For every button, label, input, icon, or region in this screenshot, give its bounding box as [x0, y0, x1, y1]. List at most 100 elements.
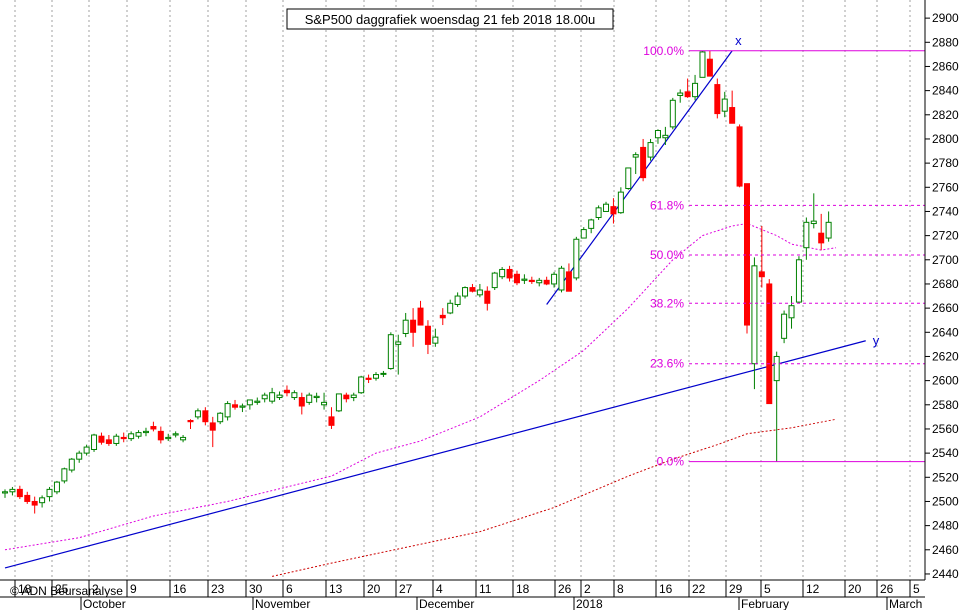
y-tick-label-13: 2700: [932, 253, 959, 267]
y-tick-label-9: 2620: [932, 349, 959, 363]
candle-body-43: [321, 401, 328, 406]
axes: 2440246024802500252025402560258026002620…: [0, 0, 959, 611]
candle-body-69: [513, 273, 520, 284]
candle-body-42: [313, 395, 320, 399]
candle-body-26: [194, 410, 201, 418]
candle-body-1: [9, 488, 16, 493]
candle-body-35: [261, 394, 268, 400]
y-tick-label-12: 2680: [932, 277, 959, 291]
candle-body-90: [669, 99, 676, 128]
candle-body-6: [46, 488, 53, 498]
trendline-label-y: y: [873, 333, 880, 348]
candle-body-78: [580, 229, 587, 239]
candle-body-52: [387, 334, 394, 370]
candle-body-82: [610, 206, 617, 215]
candle-body-20: [150, 426, 157, 430]
candle-body-13: [98, 435, 105, 443]
candle-body-110: [818, 232, 825, 244]
candle-body-40: [298, 397, 305, 407]
candle-body-99: [736, 126, 743, 187]
candle-body-105: [781, 313, 788, 339]
fibonacci-levels: 100.0% 61.8% 50.0% 38.2% 23.6% 0.0%: [643, 44, 925, 469]
moving-average-short: [4, 222, 837, 551]
candle-body-64: [476, 289, 483, 296]
chart-title: S&P500 daggrafiek woensdag 21 feb 2018 1…: [305, 12, 596, 27]
x-day-label-0: 18: [18, 582, 32, 596]
candle-body-7: [53, 481, 60, 493]
candle-body-4: [31, 500, 38, 506]
candle-body-101: [751, 265, 758, 365]
y-tick-label-16: 2760: [932, 180, 959, 194]
candle-body-102: [758, 271, 765, 278]
candle-body-8: [61, 468, 68, 482]
candle-body-86: [640, 146, 647, 179]
candle-body-0: [2, 491, 8, 494]
candle-body-49: [365, 377, 372, 380]
chart-title-box: [286, 8, 614, 30]
candle-body-80: [595, 207, 602, 218]
x-day-label-9: 20: [367, 582, 381, 596]
candle-body-24: [180, 436, 187, 441]
y-tick-label-21: 2860: [932, 59, 959, 73]
candle-body-59: [439, 314, 446, 319]
x-day-label-7: 6: [286, 582, 293, 596]
x-day-label-14: 26: [558, 582, 572, 596]
candle-body-44: [328, 416, 335, 426]
x-day-label-1: 25: [55, 582, 69, 596]
candle-body-60: [447, 302, 454, 314]
candle-body-27: [202, 410, 209, 423]
candle-body-34: [254, 400, 261, 403]
candle-body-89: [662, 134, 669, 139]
candle-body-15: [113, 435, 120, 444]
x-day-label-24: 5: [913, 582, 920, 596]
y-tick-label-17: 2780: [932, 156, 959, 170]
candle-body-32: [239, 405, 246, 408]
y-tick-label-3: 2500: [932, 494, 959, 508]
x-day-label-19: 29: [729, 582, 743, 596]
y-tick-label-0: 2440: [932, 567, 959, 581]
candle-body-17: [128, 433, 135, 440]
y-tick-label-11: 2660: [932, 301, 959, 315]
candle-body-29: [217, 412, 224, 423]
candle-body-65: [484, 290, 491, 304]
candle-body-84: [625, 167, 632, 189]
candle-body-23: [172, 433, 179, 436]
fib-label-5: 0.0%: [657, 455, 685, 469]
y-tick-label-8: 2600: [932, 374, 959, 388]
candle-body-36: [269, 392, 276, 402]
y-tick-label-7: 2580: [932, 398, 959, 412]
candle-body-79: [588, 219, 595, 229]
candle-body-104: [773, 355, 780, 382]
candle-body-66: [491, 272, 498, 289]
candle-body-96: [714, 84, 721, 115]
x-day-label-18: 22: [692, 582, 706, 596]
candle-body-28: [209, 422, 216, 431]
x-day-label-12: 11: [479, 582, 492, 596]
candle-body-57: [424, 325, 431, 345]
x-day-label-11: 4: [436, 582, 443, 596]
candle-body-48: [358, 376, 365, 394]
fib-label-4: 23.6%: [650, 357, 684, 371]
candle-body-100: [744, 183, 750, 326]
candle-body-18: [135, 432, 142, 437]
x-day-label-3: 9: [130, 582, 137, 596]
candle-body-94: [699, 51, 706, 78]
candle-body-11: [83, 446, 90, 454]
x-day-label-21: 12: [806, 582, 820, 596]
x-month-label-2: December: [419, 597, 474, 610]
candle-body-70: [521, 278, 528, 281]
x-day-label-23: 26: [880, 582, 894, 596]
candle-body-88: [654, 130, 661, 139]
candle-body-76: [565, 271, 572, 292]
candle-body-51: [380, 372, 387, 375]
y-tick-label-23: 2900: [932, 11, 959, 25]
x-month-label-5: March: [889, 597, 922, 610]
candle-body-75: [558, 267, 565, 291]
candle-body-62: [462, 287, 469, 297]
candle-body-106: [788, 305, 795, 319]
fib-label-3: 38.2%: [650, 296, 684, 310]
x-month-label-3: 2018: [576, 597, 603, 610]
y-tick-label-18: 2800: [932, 132, 959, 146]
candle-body-38: [283, 389, 290, 394]
x-month-label-0: October: [83, 597, 126, 610]
